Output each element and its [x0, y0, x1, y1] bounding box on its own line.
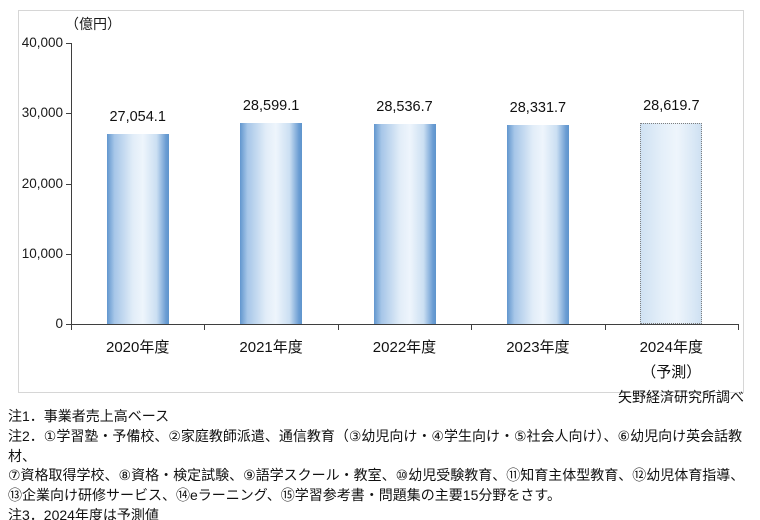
notes-block: 注1．事業者売上高ベース 注2．①学習塾・予備校、②家庭教師派遣、通信教育（③幼… — [8, 407, 752, 520]
x-axis-tick — [738, 325, 739, 330]
bar-forecast — [640, 122, 703, 324]
y-axis-tick-label: 20,000 — [21, 175, 63, 191]
y-axis-unit-label: （億円） — [65, 16, 121, 32]
bar-value-label: 28,536.7 — [376, 98, 433, 115]
x-axis-category-label: 2021年度 — [239, 339, 303, 356]
y-axis — [71, 43, 72, 324]
y-axis-tick-label: 10,000 — [21, 245, 63, 261]
bar-value-label: 28,619.7 — [643, 97, 700, 114]
y-axis-tick — [66, 183, 71, 185]
y-axis-tick-label: 30,000 — [21, 105, 63, 121]
bar — [106, 133, 169, 324]
note-line-1: 注1．事業者売上高ベース — [8, 408, 170, 424]
x-axis-category-label: 2022年度 — [372, 339, 437, 356]
x-axis-category-label: 2024年度 （予測） — [639, 339, 703, 381]
y-axis-tick — [66, 43, 71, 44]
y-axis-tick — [66, 324, 71, 325]
x-axis — [71, 324, 739, 325]
bar — [373, 123, 436, 324]
bar-value-label: 28,599.1 — [242, 98, 300, 115]
y-axis-tick — [66, 253, 71, 255]
note-line-4: ⑬企業向け研修サービス、⑭eラーニング、⑮学習参考書・問題集の主要15分野をさす… — [8, 487, 561, 504]
bar — [506, 124, 569, 324]
bar-value-label: 27,054.1 — [109, 108, 166, 125]
x-axis-category-label: 2020年度 — [106, 339, 170, 356]
plot-area: 0 10,000 20,000 30,000 40,000 27,054.1 2020年度 2… — [19, 11, 743, 392]
x-axis-tick — [471, 325, 473, 330]
note-line-5: 注3．2024年度は予測値 — [8, 506, 159, 520]
chart-frame: （億円） 0 10,000 20,000 30,000 40,000 27,054.1 20… — [18, 10, 744, 393]
x-axis-tick — [71, 325, 72, 330]
y-axis-tick — [66, 113, 71, 115]
bar — [240, 123, 303, 324]
source-credit: 矢野経済研究所調べ — [618, 389, 744, 405]
note-line-2: 注2．①学習塾・予備校、②家庭教師派遣、通信教育（③幼児向け・④学生向け・⑤社会… — [8, 427, 743, 464]
y-axis-tick-label: 40,000 — [21, 35, 63, 50]
x-axis-tick — [337, 325, 339, 330]
x-axis-tick — [204, 325, 206, 330]
y-axis-tick-label: 0 — [55, 316, 63, 331]
x-axis-category-label: 2023年度 — [506, 339, 570, 356]
x-axis-tick — [604, 325, 606, 330]
bar-value-label: 28,331.7 — [509, 99, 567, 116]
note-line-3: ⑦資格取得学校、⑧資格・検定試験、⑨語学スクール・教室、⑩幼児受験教育、⑪知育主… — [8, 467, 745, 484]
